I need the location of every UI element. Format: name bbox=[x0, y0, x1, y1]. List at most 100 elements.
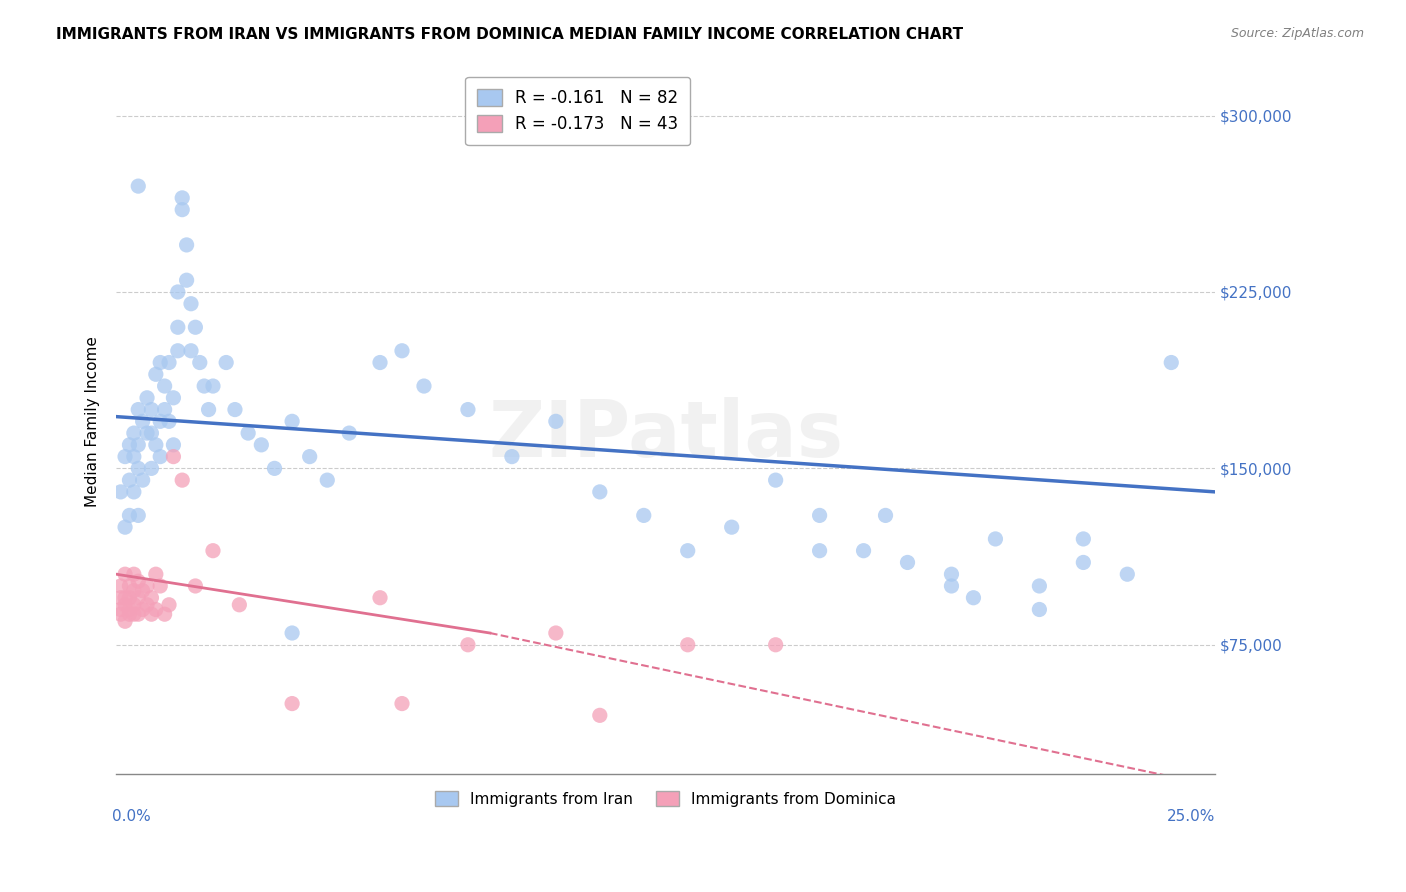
Point bbox=[131, 583, 153, 598]
Point bbox=[127, 438, 149, 452]
Point bbox=[166, 320, 188, 334]
Point bbox=[110, 579, 132, 593]
Point bbox=[141, 461, 163, 475]
Point bbox=[236, 426, 259, 441]
Point bbox=[984, 532, 1007, 546]
Point bbox=[808, 508, 831, 523]
Point bbox=[224, 402, 246, 417]
Text: 0.0%: 0.0% bbox=[112, 809, 150, 824]
Point bbox=[193, 379, 215, 393]
Point bbox=[457, 402, 479, 417]
Point bbox=[391, 697, 413, 711]
Point bbox=[808, 543, 831, 558]
Point bbox=[250, 438, 273, 452]
Point bbox=[368, 355, 391, 369]
Point bbox=[166, 285, 188, 299]
Point bbox=[118, 508, 141, 523]
Point bbox=[215, 355, 238, 369]
Point bbox=[127, 508, 149, 523]
Point bbox=[176, 273, 198, 287]
Point bbox=[122, 450, 145, 464]
Point bbox=[136, 579, 159, 593]
Point bbox=[127, 402, 149, 417]
Point bbox=[118, 602, 141, 616]
Point bbox=[131, 414, 153, 428]
Text: ZIPatlas: ZIPatlas bbox=[488, 398, 844, 474]
Point bbox=[184, 579, 207, 593]
Point bbox=[136, 391, 159, 405]
Point bbox=[141, 591, 163, 605]
Point bbox=[765, 473, 787, 487]
Point bbox=[298, 450, 321, 464]
Point bbox=[145, 602, 167, 616]
Point bbox=[162, 391, 184, 405]
Point bbox=[544, 626, 567, 640]
Point bbox=[413, 379, 436, 393]
Point bbox=[136, 426, 159, 441]
Point bbox=[162, 438, 184, 452]
Point bbox=[166, 343, 188, 358]
Point bbox=[114, 520, 136, 534]
Point bbox=[145, 438, 167, 452]
Point bbox=[1160, 355, 1182, 369]
Point bbox=[131, 473, 153, 487]
Point bbox=[172, 191, 194, 205]
Point bbox=[110, 591, 132, 605]
Point bbox=[337, 426, 360, 441]
Point bbox=[765, 638, 787, 652]
Point bbox=[962, 591, 984, 605]
Point bbox=[149, 579, 172, 593]
Point bbox=[941, 567, 963, 582]
Point bbox=[162, 450, 184, 464]
Point bbox=[589, 708, 612, 723]
Point bbox=[457, 638, 479, 652]
Point bbox=[114, 614, 136, 628]
Point bbox=[281, 626, 304, 640]
Point bbox=[127, 574, 149, 589]
Point bbox=[263, 461, 285, 475]
Point bbox=[145, 567, 167, 582]
Point bbox=[501, 450, 523, 464]
Point bbox=[149, 414, 172, 428]
Point bbox=[201, 543, 224, 558]
Point bbox=[122, 598, 145, 612]
Point bbox=[544, 414, 567, 428]
Point bbox=[941, 579, 963, 593]
Point bbox=[127, 179, 149, 194]
Point bbox=[1028, 579, 1050, 593]
Point bbox=[118, 438, 141, 452]
Point bbox=[368, 591, 391, 605]
Point bbox=[118, 607, 141, 622]
Point bbox=[153, 402, 176, 417]
Point bbox=[145, 368, 167, 382]
Point bbox=[176, 238, 198, 252]
Point bbox=[1028, 602, 1050, 616]
Legend: Immigrants from Iran, Immigrants from Dominica: Immigrants from Iran, Immigrants from Do… bbox=[426, 781, 905, 816]
Point bbox=[316, 473, 339, 487]
Point bbox=[122, 484, 145, 499]
Point bbox=[141, 402, 163, 417]
Point bbox=[676, 638, 699, 652]
Point bbox=[157, 414, 180, 428]
Point bbox=[281, 414, 304, 428]
Point bbox=[676, 543, 699, 558]
Point bbox=[141, 607, 163, 622]
Point bbox=[122, 567, 145, 582]
Point bbox=[114, 591, 136, 605]
Point bbox=[110, 602, 132, 616]
Point bbox=[127, 607, 149, 622]
Point bbox=[633, 508, 655, 523]
Point bbox=[852, 543, 875, 558]
Point bbox=[201, 379, 224, 393]
Point bbox=[180, 296, 202, 310]
Point bbox=[122, 607, 145, 622]
Point bbox=[228, 598, 250, 612]
Point bbox=[149, 450, 172, 464]
Point bbox=[153, 379, 176, 393]
Text: Source: ZipAtlas.com: Source: ZipAtlas.com bbox=[1230, 27, 1364, 40]
Text: IMMIGRANTS FROM IRAN VS IMMIGRANTS FROM DOMINICA MEDIAN FAMILY INCOME CORRELATIO: IMMIGRANTS FROM IRAN VS IMMIGRANTS FROM … bbox=[56, 27, 963, 42]
Point bbox=[391, 343, 413, 358]
Point bbox=[122, 583, 145, 598]
Point bbox=[875, 508, 897, 523]
Point bbox=[1073, 556, 1095, 570]
